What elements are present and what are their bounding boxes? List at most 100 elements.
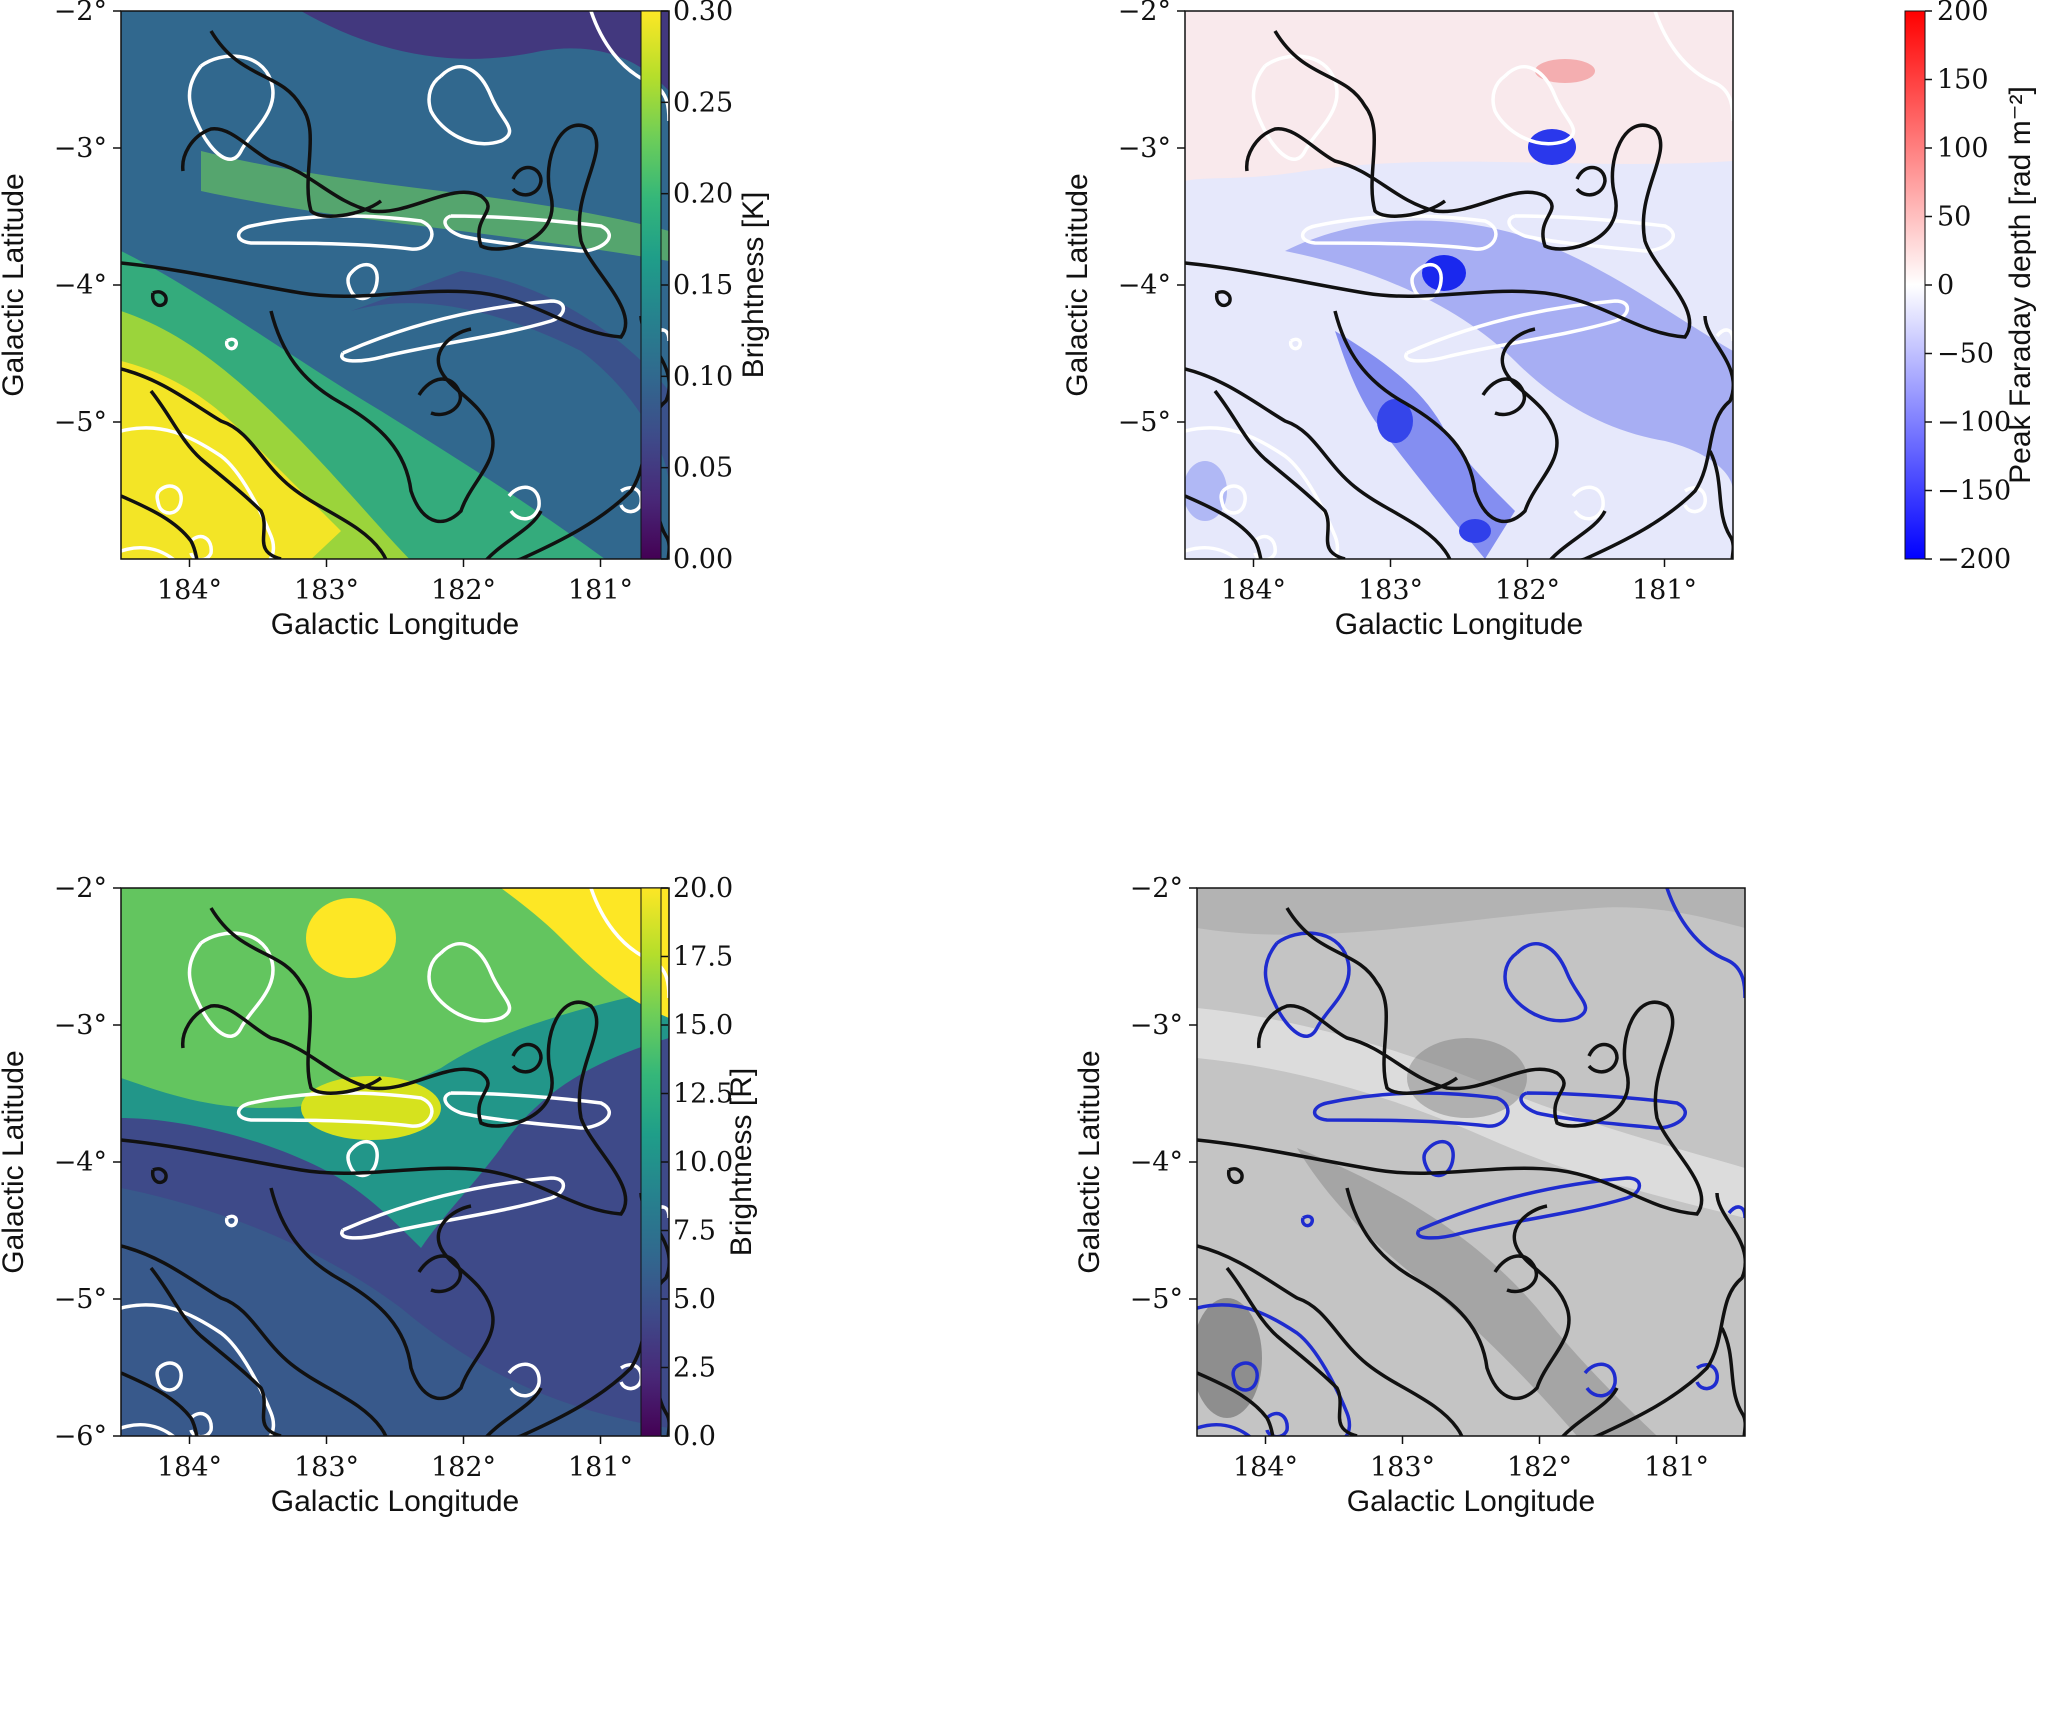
y-tick-label: −3° [1130,1010,1183,1041]
x-axis: 184° 183° 182° 181° [1233,1436,1709,1483]
x-axis: 184° 183° 182° 181° [157,559,633,606]
heatmap-region [1297,1148,1657,1436]
x-tick-label: 183° [1358,575,1423,606]
y-axis: −2° −3° −4° −5° [1130,873,1197,1315]
colorbar-tick-label: 15.0 [673,1010,733,1041]
colorbar-tick-label: 150 [1937,65,1989,96]
heatmap-region [1285,220,1733,491]
x-tick-label: 181° [568,1452,633,1483]
colorbar-label: Brightness [R] [725,1068,758,1256]
x-tick-label: 181° [1644,1452,1709,1483]
x-tick-label: 182° [1507,1452,1572,1483]
x-tick-label: 183° [1370,1452,1435,1483]
colorbar-tick-label: 200 [1937,0,1989,27]
x-axis-label: Galactic Longitude [271,608,520,641]
heatmap-blob [1422,255,1466,291]
x-tick-label: 184° [157,1452,222,1483]
heatmap-region [501,888,669,1018]
colorbar-ticks: 0.00 0.05 0.10 0.15 0.20 0.25 0.30 [661,0,733,575]
x-tick-label: 182° [1495,575,1560,606]
heatmap-region [1197,1008,1745,1218]
colorbar: −200 −150 −100 −50 0 50 100 150 200 Peak Faraday… [1904,0,2037,575]
y-tick-label: −6° [54,1421,107,1452]
heatmap-region [201,151,669,261]
y-tick-label: −2° [1118,0,1171,27]
y-axis-label: Galactic Latitude [1061,173,1094,396]
colorbar-label: Peak Faraday depth [rad m⁻²] [2004,86,2037,484]
y-tick-label: −2° [1130,873,1183,904]
y-tick-label: −4° [1118,270,1171,301]
heatmap-blob [1535,59,1595,83]
y-tick-label: −2° [54,873,107,904]
y-axis-label: Galactic Latitude [1073,1050,1106,1273]
colorbar-tick-label: 7.5 [673,1216,716,1247]
heatmap-blob [1185,461,1227,521]
x-axis-label: Galactic Longitude [1347,1485,1596,1518]
colorbar-tick-label: 0.0 [673,1421,716,1452]
colorbar-tick-label: 10.0 [673,1147,733,1178]
y-axis-label: Galactic Latitude [0,1050,30,1273]
colorbar-tick-label: 5.0 [673,1284,716,1315]
y-tick-label: −4° [1130,1147,1183,1178]
colorbar-tick-label: −150 [1937,476,2011,507]
colorbar-gradient [1904,10,1926,560]
heatmap-region [121,888,669,1108]
colorbar-tick-label: 50 [1937,202,1971,233]
colorbar-tick-label: 0.00 [673,544,733,575]
x-tick-label: 183° [294,575,359,606]
colorbar-tick-label: 0.25 [673,87,733,118]
x-axis-label: Galactic Longitude [1335,608,1584,641]
colorbar-ticks: 0.0 2.5 5.0 7.5 10.0 12.5 15.0 17.5 20.0 [661,873,733,1452]
y-tick-label: −4° [54,1147,107,1178]
x-axis-label: Galactic Longitude [271,1485,520,1518]
x-tick-label: 181° [568,575,633,606]
y-tick-label: −3° [54,1010,107,1041]
y-tick-label: −5° [54,1284,107,1315]
y-axis: −2° −3° −4° −5° [54,0,121,438]
heatmap-blob [1377,399,1413,443]
colorbar-tick-label: −200 [1937,544,2011,575]
heatmap-region [121,1188,669,1436]
colorbar-tick-label: 0.05 [673,453,733,484]
y-axis: −2° −3° −4° −5° −6° [54,873,121,1452]
x-tick-label: 182° [431,575,496,606]
colorbar-tick-label: 20.0 [673,873,733,904]
heatmap-blob [1459,519,1491,543]
panel-top-left: 184° 183° 182° 181° −2° −3° −4° −5° Galactic L… [0,0,770,641]
colorbar: 0.00 0.05 0.10 0.15 0.20 0.25 0.30 Brightness … [640,0,770,575]
x-tick-label: 184° [1233,1452,1298,1483]
colorbar-tick-label: 0.15 [673,270,733,301]
x-axis: 184° 183° 182° 181° [157,1436,633,1483]
colorbar-tick-label: 2.5 [673,1353,716,1384]
colorbar-tick-label: 0.10 [673,361,733,392]
y-tick-label: −3° [54,133,107,164]
colorbar-tick-label: 0.30 [673,0,733,27]
heatmap-region [1197,888,1745,935]
colorbar-tick-label: 12.5 [673,1079,733,1110]
colorbar-tick-label: 0.20 [673,179,733,210]
colorbar-tick-label: 0 [1937,270,1954,301]
y-tick-label: −4° [54,270,107,301]
x-axis: 184° 183° 182° 181° [1221,559,1697,606]
y-tick-label: −5° [1130,1284,1183,1315]
x-tick-label: 183° [294,1452,359,1483]
y-axis: −2° −3° −4° −5° [1118,0,1185,438]
colorbar-tick-label: 100 [1937,133,1989,164]
x-tick-label: 182° [431,1452,496,1483]
colorbar-tick-label: 17.5 [673,942,733,973]
y-tick-label: −3° [1118,133,1171,164]
colorbar-tick-label: −100 [1937,407,2011,438]
panel-bottom-left: 184° 183° 182° 181° −2° −3° −4° −5° −6° Galacti… [0,873,758,1518]
y-tick-label: −5° [1118,407,1171,438]
colorbar: 0.0 2.5 5.0 7.5 10.0 12.5 15.0 17.5 20.0 Brightn… [640,873,758,1452]
colorbar-label: Brightness [K] [737,192,770,379]
colorbar-tick-label: −50 [1937,339,1994,370]
colorbar-gradient [640,887,662,1437]
y-tick-label: −5° [54,407,107,438]
colorbar-gradient [640,10,662,560]
heatmap-region [1185,11,1733,181]
x-tick-label: 181° [1632,575,1697,606]
y-axis-label: Galactic Latitude [0,173,30,396]
panel-bottom-right: 184° 183° 182° 181° −2° −3° −4° −5° Galactic L… [1073,873,1746,1518]
